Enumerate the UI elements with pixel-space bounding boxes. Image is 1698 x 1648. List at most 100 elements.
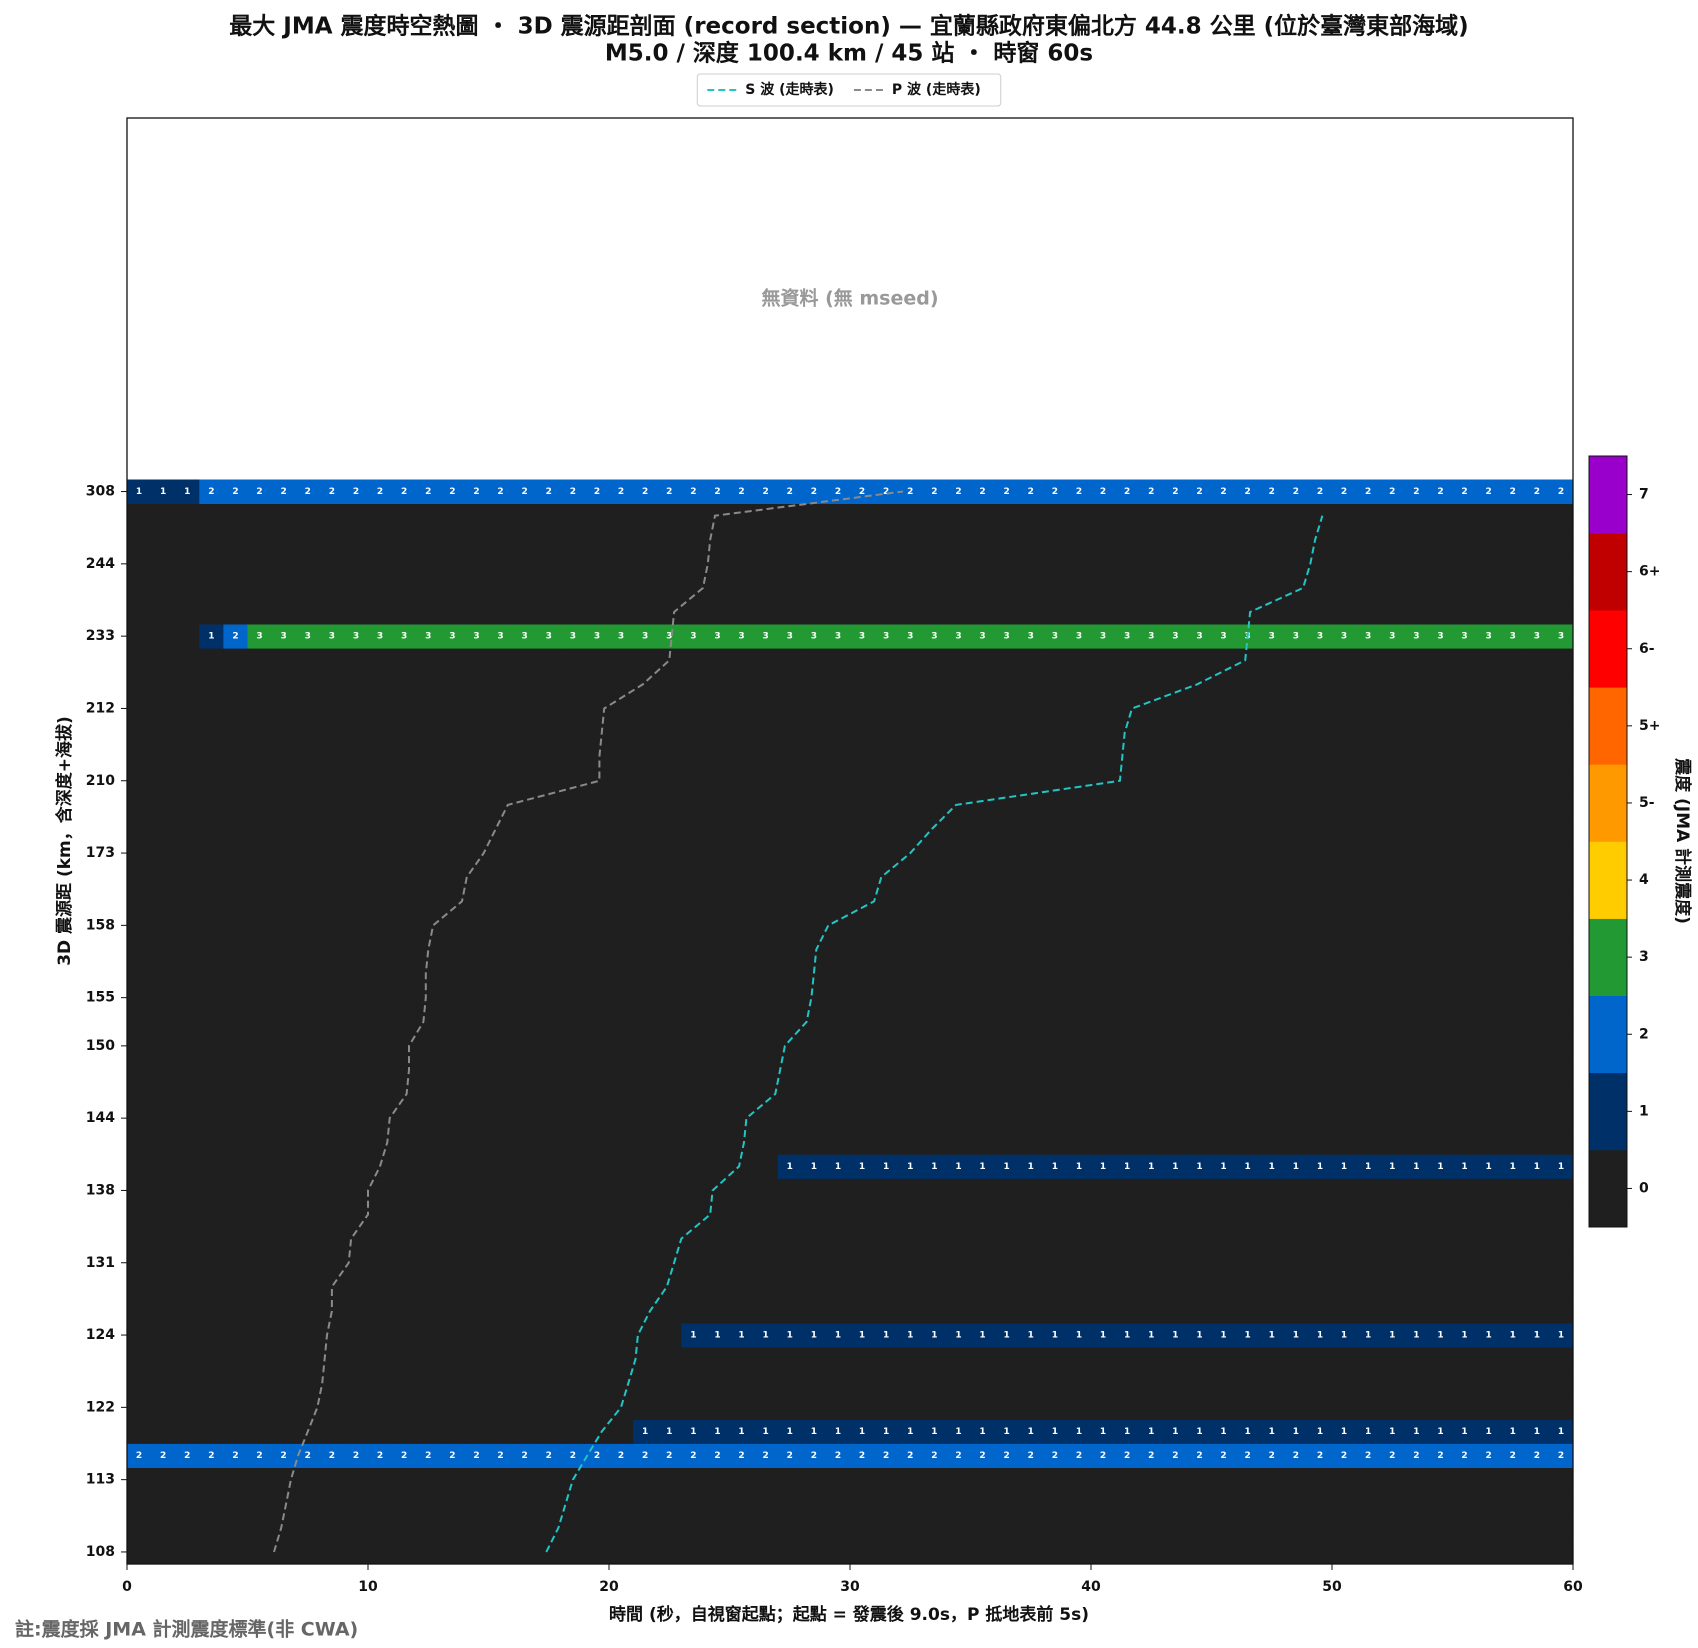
heatmap-cell [464, 889, 489, 914]
heatmap-cell [1404, 1057, 1429, 1083]
heatmap-cell [368, 1347, 393, 1372]
heatmap-cell [1548, 527, 1574, 553]
heatmap-cell [1428, 1323, 1453, 1348]
heatmap-cell [970, 1371, 995, 1396]
heatmap-cell [464, 865, 489, 890]
heatmap-cell [1211, 1419, 1236, 1444]
heatmap-cell [898, 1323, 923, 1348]
heatmap-cell [319, 1226, 345, 1252]
cell-label: 1 [136, 487, 142, 497]
heatmap-cell [1139, 1250, 1164, 1276]
heatmap-cell [1187, 889, 1212, 914]
heatmap-cell [464, 937, 489, 962]
heatmap-cell [681, 768, 706, 794]
heatmap-cell [753, 744, 779, 770]
heatmap-cell [994, 937, 1020, 962]
cell-label: 1 [979, 1427, 985, 1437]
heatmap-cell [295, 1178, 321, 1203]
heatmap-cell [1332, 1033, 1357, 1059]
heatmap-cell [1428, 1082, 1453, 1107]
heatmap-cell [657, 575, 682, 601]
heatmap-cell [922, 1250, 947, 1276]
cell-label: 2 [401, 487, 407, 497]
heatmap-cell [1307, 1154, 1333, 1179]
heatmap-cell [1548, 1106, 1574, 1131]
heatmap-cell [1066, 1009, 1092, 1035]
heatmap-cell [1018, 720, 1044, 745]
cell-label: 1 [1100, 1427, 1106, 1437]
cell-label: 1 [1510, 1427, 1516, 1437]
heatmap-cell [1500, 1178, 1526, 1203]
heatmap-cell [1452, 985, 1477, 1011]
heatmap-cell [946, 1154, 971, 1179]
heatmap-cell [175, 1009, 200, 1035]
heatmap-cell [1380, 792, 1405, 818]
heatmap-cell [151, 889, 176, 914]
cell-label: 2 [522, 487, 528, 497]
heatmap-cell [1259, 1082, 1285, 1107]
heatmap-cell [1091, 1298, 1116, 1324]
heatmap-cell [1187, 1082, 1212, 1107]
heatmap-cell [922, 527, 947, 553]
heatmap-cell [1356, 1178, 1381, 1203]
cell-label: 1 [1317, 1427, 1323, 1437]
heatmap-cell [898, 1106, 923, 1131]
heatmap-cell [994, 1371, 1020, 1396]
heatmap-cell [175, 1515, 200, 1541]
heatmap-cell [922, 1057, 947, 1083]
heatmap-cell [946, 1443, 971, 1468]
heatmap-cell [488, 1009, 513, 1035]
heatmap-cell [560, 985, 586, 1011]
heatmap-cell [1476, 1274, 1502, 1300]
heatmap-cell [368, 503, 393, 529]
heatmap-cell [127, 889, 152, 914]
cell-label: 1 [1534, 1162, 1540, 1172]
y-tick-label: 173 [86, 845, 115, 861]
heatmap-cell [560, 1106, 586, 1131]
cell-label: 2 [618, 487, 624, 497]
heatmap-cell [681, 1491, 706, 1517]
heatmap-cell [1115, 1178, 1140, 1203]
heatmap-cell [753, 1491, 779, 1517]
heatmap-cell [464, 600, 489, 625]
heatmap-cell [536, 575, 562, 601]
heatmap-cell [705, 792, 730, 818]
heatmap-cell [898, 600, 923, 625]
x-axis-label: 時間 (秒，自視窗起點；起點 = 發震後 9.0s，P 抵地表前 5s) [609, 1604, 1089, 1625]
heatmap-cell [199, 985, 224, 1011]
heatmap-cell [729, 527, 754, 553]
heatmap-cell [825, 696, 851, 721]
heatmap-cell [609, 816, 634, 842]
heatmap-cell [271, 865, 297, 890]
cell-label: 2 [738, 487, 744, 497]
cell-label: 2 [1076, 487, 1082, 497]
heatmap-cell [247, 672, 272, 697]
heatmap-cell [1548, 575, 1574, 601]
heatmap-cell [392, 1154, 417, 1179]
heatmap-cell [392, 1515, 417, 1541]
heatmap-cell [946, 985, 971, 1011]
heatmap-cell [1187, 816, 1212, 842]
heatmap-cell [1187, 1250, 1212, 1276]
heatmap-cell [898, 1371, 923, 1396]
heatmap-cell [416, 551, 441, 577]
heatmap-cell [729, 985, 754, 1011]
heatmap-cell [319, 1515, 345, 1541]
heatmap-cell [223, 479, 248, 504]
heatmap-cell [753, 865, 779, 890]
heatmap-cell [657, 865, 682, 890]
heatmap-cell [512, 816, 538, 842]
heatmap-cell [392, 913, 417, 938]
cell-label: 1 [1052, 1427, 1058, 1437]
heatmap-cell [199, 1298, 224, 1324]
heatmap-cell [970, 1539, 995, 1565]
colorbar-tick-label: 3 [1639, 949, 1649, 965]
heatmap-cell [295, 1323, 321, 1348]
heatmap-cell [1066, 648, 1092, 673]
heatmap-cell [946, 1371, 971, 1396]
heatmap-cell [946, 1491, 971, 1517]
heatmap-cell [729, 841, 754, 866]
heatmap-cell [175, 672, 200, 697]
heatmap-cell [1259, 1130, 1285, 1155]
